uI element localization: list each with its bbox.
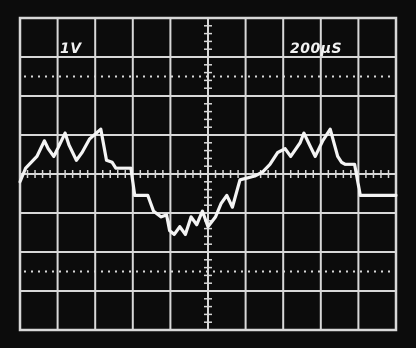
volts-per-division-readout: 1V [60,41,82,57]
waveform-trace [18,127,398,236]
time-per-division-readout: 200µS [290,41,343,57]
